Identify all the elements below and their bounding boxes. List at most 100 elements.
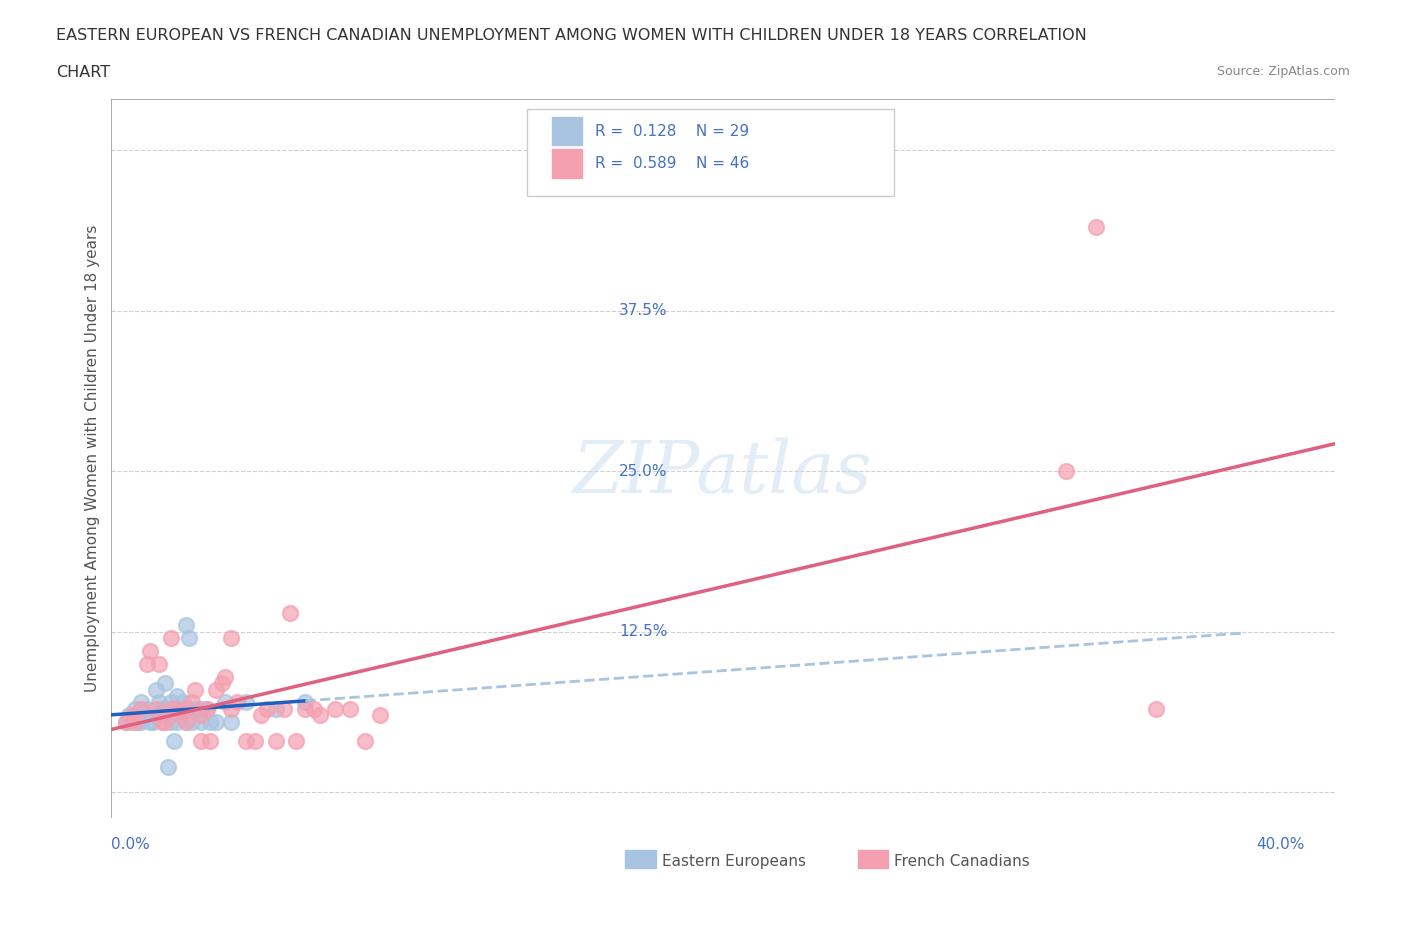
Point (264, 734, 287, 749)
Point (136, 701, 159, 716)
Point (184, 682, 207, 697)
Point (184, 701, 207, 716)
Point (285, 734, 308, 749)
Point (211, 676, 233, 691)
Point (309, 708, 332, 723)
Point (145, 701, 167, 716)
FancyBboxPatch shape (626, 850, 655, 869)
Point (1144, 701, 1167, 716)
Point (304, 701, 326, 716)
Point (181, 714, 204, 729)
Point (198, 734, 221, 749)
Point (136, 657, 159, 671)
Point (160, 631, 183, 645)
Text: 37.5%: 37.5% (619, 303, 668, 318)
Text: 12.5%: 12.5% (619, 624, 668, 639)
Point (177, 631, 200, 645)
Point (323, 701, 346, 716)
Point (198, 714, 221, 729)
Point (174, 714, 197, 729)
Point (153, 708, 176, 723)
Point (294, 701, 316, 716)
Point (339, 701, 361, 716)
Point (264, 701, 287, 716)
Point (368, 708, 391, 723)
Point (169, 708, 191, 723)
Point (249, 708, 271, 723)
Point (150, 701, 173, 716)
Point (163, 701, 186, 716)
Point (205, 682, 228, 697)
Point (139, 714, 162, 729)
Point (273, 701, 295, 716)
Point (174, 701, 197, 716)
Point (118, 708, 141, 723)
Text: 50.0%: 50.0% (619, 142, 668, 157)
Text: French Canadians: French Canadians (894, 854, 1031, 869)
Point (153, 714, 176, 729)
Text: 40.0%: 40.0% (1257, 837, 1305, 852)
Point (235, 734, 257, 749)
Point (145, 708, 167, 723)
Point (124, 701, 146, 716)
Point (166, 701, 188, 716)
Point (148, 695, 170, 710)
Text: Source: ZipAtlas.com: Source: ZipAtlas.com (1216, 65, 1350, 78)
Point (219, 631, 242, 645)
Point (115, 714, 138, 729)
Point (294, 695, 316, 710)
Point (160, 714, 183, 729)
Point (134, 708, 156, 723)
Point (160, 701, 183, 716)
Point (160, 695, 183, 710)
Point (145, 682, 167, 697)
Point (163, 734, 186, 749)
FancyBboxPatch shape (551, 149, 582, 178)
Point (129, 701, 152, 716)
Text: EASTERN EUROPEAN VS FRENCH CANADIAN UNEMPLOYMENT AMONG WOMEN WITH CHILDREN UNDER: EASTERN EUROPEAN VS FRENCH CANADIAN UNEM… (56, 28, 1087, 43)
Point (354, 734, 377, 749)
FancyBboxPatch shape (858, 850, 889, 869)
Text: 0.0%: 0.0% (111, 837, 150, 852)
FancyBboxPatch shape (551, 116, 582, 145)
Point (169, 708, 191, 723)
Point (243, 734, 266, 749)
Point (225, 695, 247, 710)
Point (219, 701, 242, 716)
Point (129, 695, 152, 710)
Text: CHART: CHART (56, 65, 110, 80)
Point (172, 695, 194, 710)
Point (157, 759, 180, 774)
Point (214, 695, 236, 710)
Text: R =  0.589    N = 46: R = 0.589 N = 46 (595, 156, 749, 171)
Point (1085, 219, 1108, 234)
Point (148, 657, 170, 671)
Point (139, 644, 162, 658)
Point (142, 714, 165, 729)
Point (205, 714, 228, 729)
Point (124, 714, 146, 729)
Point (174, 618, 197, 632)
Point (190, 714, 212, 729)
Point (150, 714, 173, 729)
Point (129, 714, 152, 729)
Point (190, 708, 212, 723)
Point (1054, 464, 1077, 479)
Point (190, 734, 212, 749)
Point (181, 695, 204, 710)
FancyBboxPatch shape (527, 110, 894, 196)
Point (174, 701, 197, 716)
Text: 25.0%: 25.0% (619, 464, 668, 479)
Point (195, 701, 218, 716)
Text: ZIPatlas: ZIPatlas (574, 437, 873, 508)
Point (166, 714, 188, 729)
Point (219, 714, 242, 729)
Text: R =  0.128    N = 29: R = 0.128 N = 29 (595, 124, 749, 139)
Y-axis label: Unemployment Among Women with Children Under 18 years: Unemployment Among Women with Children U… (86, 225, 100, 692)
Point (214, 670, 236, 684)
Point (121, 714, 143, 729)
Point (121, 708, 143, 723)
Point (115, 714, 138, 729)
Point (174, 714, 197, 729)
Point (166, 688, 188, 703)
